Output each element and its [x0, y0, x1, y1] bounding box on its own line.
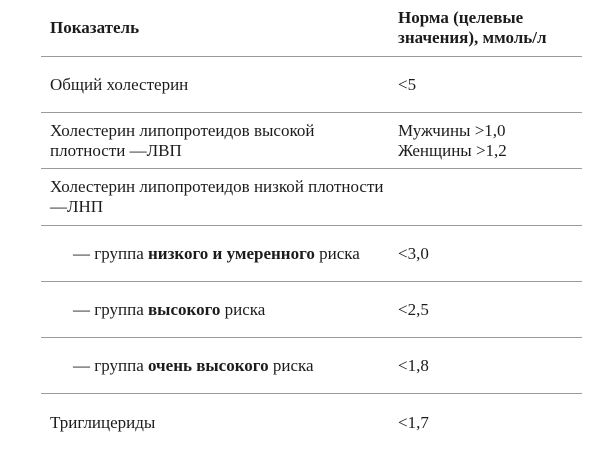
norm-value: <3,0 — [398, 243, 429, 263]
indicator-cell: — группа низкого и умеренного риска — [41, 236, 398, 272]
table-row: Триглицериды <1,7 — [41, 394, 582, 451]
indicator-text: — группа — [73, 243, 148, 263]
norm-value: Мужчины >1,0 — [398, 121, 506, 140]
norm-cell — [398, 189, 582, 205]
indicator-cell: — группа высокого риска — [41, 292, 398, 328]
indicator-cell: Триглицериды — [41, 405, 398, 441]
table-row: — группа низкого и умеренного риска <3,0 — [41, 226, 582, 282]
indicator-cell: Общий холестерин — [41, 67, 398, 103]
norm-value: Женщины >1,2 — [398, 140, 507, 160]
indicator-text: Триглицериды — [50, 412, 156, 432]
norm-cell: <5 — [398, 67, 582, 103]
indicator-text-bold: низкого и умеренного — [148, 243, 315, 263]
norm-value: <1,7 — [398, 412, 429, 432]
column-header-norm: Норма (целевые значения), ммоль/л — [398, 8, 547, 47]
norm-cell: <1,7 — [398, 405, 582, 441]
indicator-cell: — группа очень высокого риска — [41, 348, 398, 384]
cholesterol-norms-table: Показатель Норма (целевые значения), ммо… — [41, 0, 582, 451]
indicator-cell: Холестерин липопротеидов низкой плотност… — [41, 169, 398, 224]
indicator-cell: Холестерин липопротеидов высокой плотнос… — [41, 113, 398, 168]
indicator-text: риска — [220, 299, 266, 319]
column-header-indicator: Показатель — [50, 18, 140, 38]
indicator-text: — группа — [73, 355, 148, 375]
table-row: Общий холестерин <5 — [41, 57, 582, 113]
norm-cell: <1,8 — [398, 348, 582, 384]
indicator-text-bold: очень высокого — [148, 355, 269, 375]
indicator-text-bold: высокого — [148, 299, 221, 319]
norm-value: <1,8 — [398, 355, 429, 375]
norm-value: <2,5 — [398, 299, 429, 319]
table-row: Холестерин липопротеидов низкой плотност… — [41, 169, 582, 226]
indicator-text: — группа — [73, 299, 148, 319]
table-row: — группа очень высокого риска <1,8 — [41, 338, 582, 394]
norm-cell: <2,5 — [398, 292, 582, 328]
indicator-text: Общий холестерин — [50, 74, 189, 94]
table-row: Холестерин липопротеидов высокой плотнос… — [41, 113, 582, 170]
indicator-text: риска — [268, 355, 314, 375]
table-row: — группа высокого риска <2,5 — [41, 282, 582, 338]
indicator-text: Холестерин липопротеидов низкой плотност… — [50, 177, 384, 217]
norm-cell: <3,0 — [398, 236, 582, 272]
table-header-row: Показатель Норма (целевые значения), ммо… — [41, 0, 582, 57]
table-body: Общий холестерин <5 Холестерин липопротеид… — [41, 57, 582, 451]
norm-value: <5 — [398, 74, 417, 94]
indicator-text: Холестерин липопротеидов высокой плотнос… — [50, 121, 315, 160]
norm-cell: Мужчины >1,0 Женщины >1,2 — [398, 113, 582, 168]
indicator-text: риска — [314, 243, 360, 263]
